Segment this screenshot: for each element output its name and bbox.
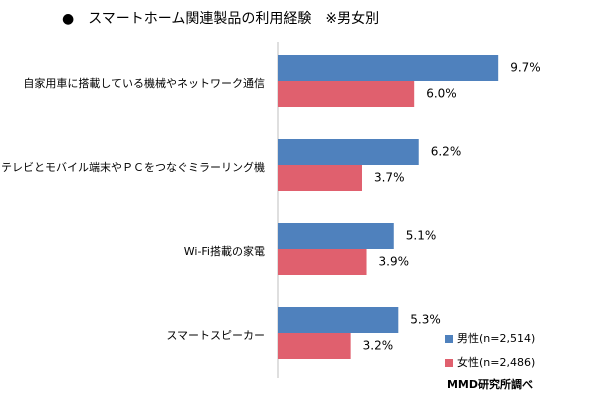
bar-male [278, 307, 399, 333]
value-label: 5.1% [406, 229, 437, 243]
value-label: 6.2% [431, 145, 462, 159]
legend-label-male: 男性(n=2,514) [457, 331, 535, 345]
bar-female [278, 333, 351, 359]
bar-male [278, 55, 499, 81]
value-label: 5.3% [410, 313, 441, 327]
value-label: 9.7% [510, 61, 541, 75]
bar-female [278, 165, 362, 191]
chart-title: ● スマートホーム関連製品の利用経験 ※男女別 [62, 10, 379, 27]
bar-male [278, 139, 419, 165]
value-label: 3.2% [363, 339, 394, 353]
category-label: スマートスピーカー [166, 329, 265, 342]
category-label: 自家用車に搭載している機械やネットワーク通信 [23, 76, 265, 90]
bars: 自家用車に搭載している機械やネットワーク通信 9.7% 6.0% テレビとモバイル端末… [1, 55, 541, 359]
category-label: テレビとモバイル端末やＰＣをつなぐミラーリング機 [1, 160, 265, 174]
value-label: 3.7% [374, 171, 405, 185]
legend: 男性(n=2,514) 女性(n=2,486) [445, 331, 535, 369]
legend-swatch-male [445, 335, 453, 343]
legend-label-female: 女性(n=2,486) [457, 355, 535, 369]
bar-female [278, 81, 415, 107]
bar-female [278, 249, 367, 275]
legend-swatch-female [445, 359, 453, 367]
source-note: MMD研究所調べ [447, 377, 533, 391]
value-label: 3.9% [379, 255, 410, 269]
bar-male [278, 223, 394, 249]
category-label: Wi-Fi搭載の家電 [184, 244, 265, 258]
value-label: 6.0% [426, 87, 457, 101]
